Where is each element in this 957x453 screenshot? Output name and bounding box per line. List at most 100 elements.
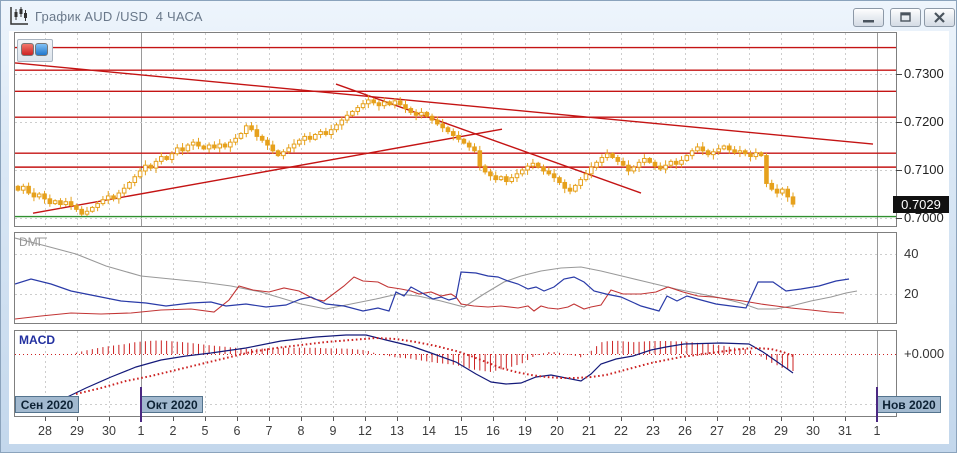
- blue-marker-button[interactable]: [35, 43, 48, 56]
- date-axis-label: 31: [838, 424, 852, 438]
- candle-body: [535, 162, 541, 168]
- candle-body: [493, 175, 499, 181]
- candle-body: [228, 141, 233, 148]
- candle-body: [663, 164, 668, 170]
- candle-body: [599, 157, 605, 163]
- date-axis-tick: [813, 417, 814, 421]
- candle-body: [116, 192, 122, 200]
- candle-body: [737, 150, 743, 154]
- date-axis-label: 27: [710, 424, 724, 438]
- candle-body: [95, 203, 100, 208]
- candle-body: [47, 198, 53, 205]
- date-axis-label: 7: [265, 424, 273, 438]
- price-axis-label: 0.7200: [904, 114, 944, 129]
- dmi-label: DMI: [19, 235, 41, 249]
- candle-body: [790, 196, 796, 205]
- candle-body: [668, 160, 674, 166]
- dmi-scale-label: 40: [904, 246, 919, 261]
- candle-body: [721, 145, 727, 150]
- month-boundary-line: [876, 387, 878, 422]
- candle-body: [286, 147, 292, 153]
- candle-body: [159, 156, 164, 162]
- candle-body: [26, 185, 31, 194]
- candle-body: [222, 143, 228, 148]
- candle-body: [376, 102, 382, 107]
- price-axis-label: 0.7100: [904, 162, 944, 177]
- candle-body: [185, 144, 191, 152]
- date-axis-label: 20: [550, 424, 564, 438]
- candle-body: [334, 124, 339, 131]
- current-price-badge: 0.7029: [893, 196, 949, 213]
- red-marker-button[interactable]: [21, 43, 34, 56]
- window-title: График AUD /USD 4 ЧАСА: [35, 9, 203, 24]
- price-axis-tick: [896, 73, 902, 75]
- candle-body: [758, 152, 764, 157]
- price-axis-tick: [896, 217, 902, 219]
- candle-body: [344, 114, 350, 121]
- candle-body: [774, 188, 780, 194]
- candle-body: [196, 141, 201, 147]
- date-axis-tick: [653, 417, 654, 421]
- candle-body: [780, 188, 785, 194]
- date-axis-label: 5: [201, 424, 209, 438]
- candle-body: [578, 179, 583, 186]
- candle-body: [243, 125, 249, 135]
- candle-body: [397, 100, 403, 106]
- candle-body: [79, 208, 84, 215]
- date-axis-tick: [173, 417, 174, 421]
- close-button[interactable]: [924, 8, 955, 27]
- candle-body: [450, 131, 456, 136]
- minimize-button[interactable]: [853, 8, 884, 27]
- candle-body: [15, 185, 21, 191]
- candle-body: [366, 99, 371, 105]
- date-axis-tick: [493, 417, 494, 421]
- date-axis-label: 14: [422, 424, 436, 438]
- candle-body: [270, 144, 276, 152]
- candle-body: [307, 135, 313, 140]
- candle-body: [259, 135, 265, 141]
- main-price-chart[interactable]: [14, 32, 897, 227]
- date-axis-label: 15: [454, 424, 468, 438]
- candle-body: [615, 157, 621, 162]
- adx-line: [15, 237, 858, 310]
- date-axis-label: 16: [486, 424, 500, 438]
- candle-body: [435, 119, 440, 125]
- dmi-indicator-chart[interactable]: [14, 232, 897, 324]
- candle-body: [562, 181, 568, 189]
- date-axis-tick: [109, 417, 110, 421]
- candle-body: [153, 160, 159, 169]
- candlestick-chart-icon: [10, 7, 28, 25]
- date-axis-tick: [781, 417, 782, 421]
- macd-scale-label: +0.000: [904, 346, 945, 361]
- candle-body: [36, 193, 42, 198]
- candle-body: [567, 187, 573, 192]
- month-label-sep: Сен 2020: [15, 396, 79, 413]
- title-bar[interactable]: График AUD /USD 4 ЧАСА: [1, 1, 956, 31]
- candle-body: [381, 101, 387, 107]
- candle-body: [323, 131, 329, 135]
- date-axis-tick: [205, 417, 206, 421]
- candle-body: [339, 119, 345, 126]
- date-axis-tick: [365, 417, 366, 421]
- candle-body: [583, 173, 589, 181]
- candle-body: [684, 155, 690, 161]
- candle-body: [392, 100, 398, 106]
- candle-body: [206, 144, 212, 150]
- candle-body: [21, 185, 26, 191]
- candle-body: [748, 153, 753, 158]
- candle-body: [312, 133, 318, 140]
- date-axis-tick: [685, 417, 686, 421]
- month-boundary-line: [140, 387, 142, 422]
- candle-body: [445, 127, 451, 133]
- date-axis-tick: [237, 417, 238, 421]
- date-axis-tick: [717, 417, 718, 421]
- candle-body: [302, 135, 307, 141]
- candle-body: [74, 205, 79, 210]
- candle-body: [509, 177, 514, 183]
- candle-body: [52, 200, 58, 205]
- candle-body: [137, 170, 143, 178]
- restore-button[interactable]: [890, 8, 921, 27]
- candle-body: [546, 170, 552, 175]
- price-axis-label: 0.7000: [904, 210, 944, 225]
- candle-body: [588, 166, 594, 175]
